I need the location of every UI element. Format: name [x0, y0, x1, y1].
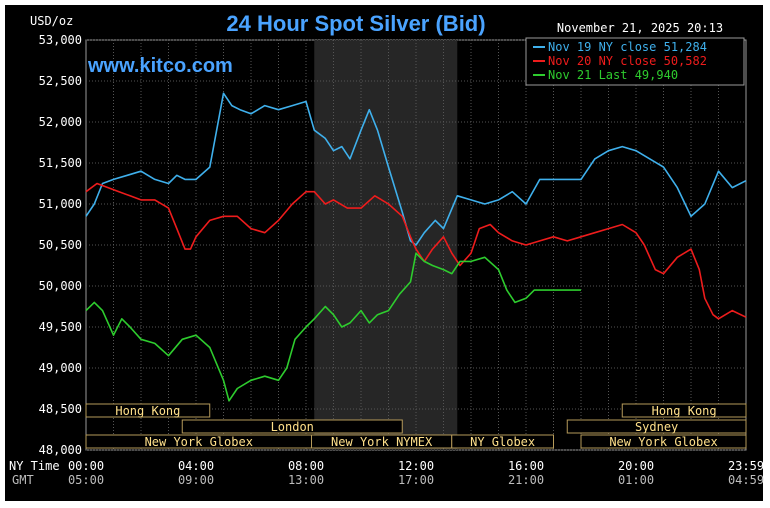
y-tick-label: 49,000 — [39, 361, 82, 375]
x-tick-ny-label: 16:00 — [508, 459, 544, 473]
session-bar — [621, 403, 747, 418]
x-tick-gmt-label: 13:00 — [288, 473, 324, 487]
session-bar — [580, 434, 747, 449]
grid-lines — [86, 39, 746, 451]
legend-entry: Nov 20 NY close 50,582 — [548, 54, 707, 68]
x-tick-gmt-label: 17:00 — [398, 473, 434, 487]
y-tick-label: 51,500 — [39, 156, 82, 170]
legend-entry: Nov 19 NY close 51,284 — [548, 40, 707, 54]
session-bar — [181, 419, 403, 434]
session-bar — [451, 434, 554, 449]
series-line-1 — [85, 92, 747, 246]
y-tick-label: 53,000 — [39, 33, 82, 47]
session-label: London — [271, 420, 314, 434]
y-tick-label: 51,000 — [39, 197, 82, 211]
session-bar — [566, 419, 747, 434]
series-line-3 — [85, 252, 581, 402]
session-label: New York Globex — [145, 435, 253, 449]
session-label: New York NYMEX — [331, 435, 433, 449]
x-tick-ny-label: 23:59 — [728, 459, 764, 473]
x-tick-gmt-label: 09:00 — [178, 473, 214, 487]
chart-title: 24 Hour Spot Silver (Bid) — [226, 11, 485, 36]
y-axis-label: USD/oz — [30, 14, 73, 28]
timestamp: November 21, 2025 20:13 — [557, 21, 723, 35]
y-tick-label: 48,000 — [39, 443, 82, 457]
brand-url: www.kitco.com — [87, 55, 233, 77]
session-label: Sydney — [635, 420, 678, 434]
x-tick-gmt-label: 01:00 — [618, 473, 654, 487]
session-label: New York Globex — [609, 435, 717, 449]
x-tick-gmt-label: 21:00 — [508, 473, 544, 487]
x-tick-ny-label: 08:00 — [288, 459, 324, 473]
x-tick-ny-label: 00:00 — [68, 459, 104, 473]
y-tick-label: 48,500 — [39, 402, 82, 416]
y-axis: 53,000 52,500 52,000 51,500 51,000 50,500 50,0… — [39, 33, 82, 457]
x-tick-ny-label: 12:00 — [398, 459, 434, 473]
series-line-2 — [85, 182, 747, 320]
session-bar — [85, 403, 211, 418]
session-label: NY Globex — [470, 435, 535, 449]
price-series — [85, 92, 747, 402]
y-tick-label: 52,500 — [39, 74, 82, 88]
y-tick-label: 52,000 — [39, 115, 82, 129]
x-tick-gmt-label: 05:00 — [68, 473, 104, 487]
y-tick-label: 50,500 — [39, 238, 82, 252]
session-label: Hong Kong — [115, 404, 180, 418]
legend-box — [525, 37, 745, 86]
legend-entry: Nov 21 Last 49,940 — [548, 68, 678, 82]
x-tick-gmt-label: 04:59 — [728, 473, 764, 487]
gmt-label: GMT — [12, 473, 34, 487]
x-tick-ny-label: 04:00 — [178, 459, 214, 473]
ny-time-label: NY Time — [9, 459, 60, 473]
session-label: Hong Kong — [652, 404, 717, 418]
y-tick-label: 49,500 — [39, 320, 82, 334]
y-tick-label: 50,000 — [39, 279, 82, 293]
x-tick-ny-label: 20:00 — [618, 459, 654, 473]
